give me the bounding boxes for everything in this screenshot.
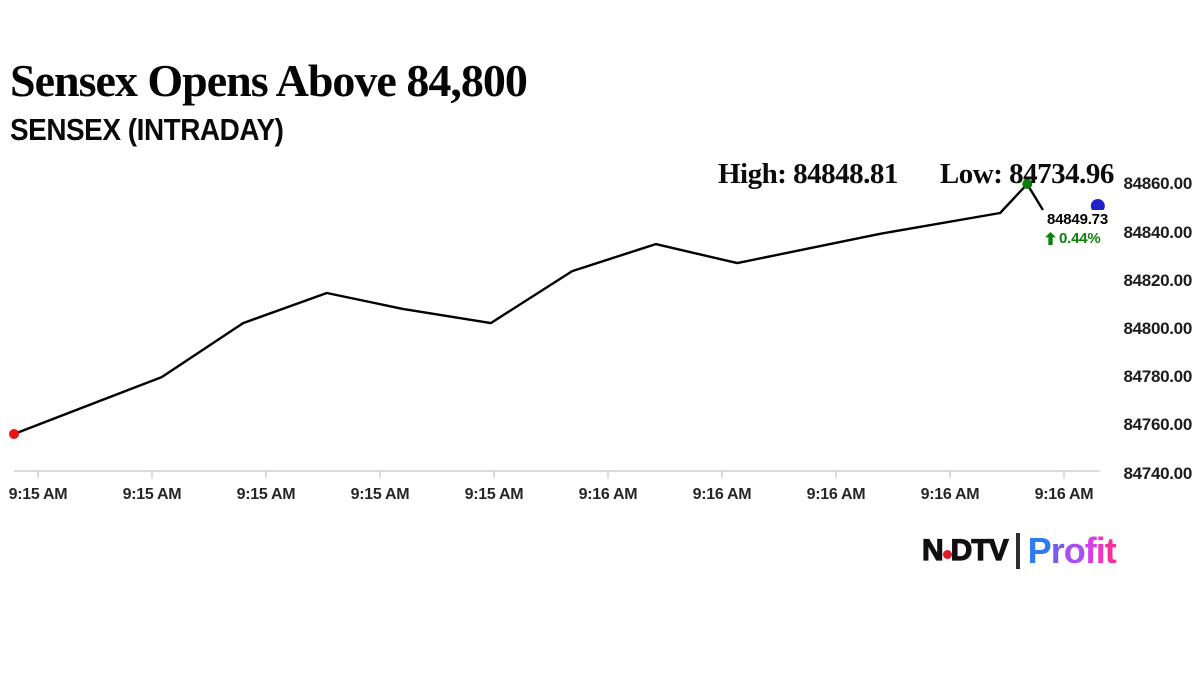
ndtv-red-dot-icon (942, 549, 952, 559)
ndtv-wordmark: N DTV (921, 534, 1009, 567)
high-low-row: High: 84848.81 Low: 84734.96 (718, 158, 1114, 191)
profit-letter: r (1050, 530, 1065, 571)
last-price-value: 84849.73 (1044, 210, 1111, 229)
last-price-callout: 84849.73 0.44% (1044, 210, 1111, 247)
y-tick-label: 84740.00 (1123, 464, 1192, 483)
up-arrow-icon (1045, 232, 1056, 245)
x-tick-label: 9:16 AM (920, 486, 980, 503)
x-tick-label: 9:16 AM (578, 486, 638, 503)
y-tick-label: 84860.00 (1123, 174, 1192, 193)
high-value-label: High: 84848.81 (718, 158, 898, 190)
profit-letter: t (1104, 530, 1117, 571)
high-marker (1022, 179, 1033, 190)
price-change-value: 0.44% (1059, 230, 1101, 247)
x-tick-label: 9:16 AM (692, 486, 752, 503)
ndtv-letter-n: N (921, 534, 944, 567)
profit-letter: o (1063, 530, 1086, 571)
x-tick-label: 9:15 AM (236, 486, 296, 503)
page-title: Sensex Opens Above 84,800 (10, 55, 528, 106)
x-tick-label: 9:15 AM (350, 486, 410, 503)
x-tick-label: 9:16 AM (1034, 486, 1094, 503)
x-tick-label: 9:15 AM (122, 486, 182, 503)
x-tick-label: 9:16 AM (806, 486, 866, 503)
profit-letter: f (1084, 530, 1097, 571)
profit-letter: P (1027, 530, 1052, 571)
price-change-row: 0.44% (1044, 230, 1111, 247)
x-tick-label: 9:15 AM (8, 486, 68, 503)
chart-subtitle: SENSEX (INTRADAY) (10, 112, 284, 147)
y-tick-label: 84820.00 (1123, 271, 1192, 290)
y-tick-label: 84780.00 (1123, 367, 1192, 386)
open-marker (9, 428, 19, 439)
y-tick-label: 84840.00 (1123, 223, 1192, 242)
low-value-label: Low: 84734.96 (939, 158, 1114, 190)
x-tick-label: 9:15 AM (464, 486, 524, 503)
profit-letter: i (1095, 530, 1106, 571)
last-marker (1090, 198, 1105, 213)
ndtv-letters-dtv: DTV (950, 534, 1009, 567)
logo-divider (1015, 533, 1020, 569)
price-line (12, 182, 1044, 436)
y-tick-label: 84800.00 (1123, 319, 1192, 338)
y-tick-label: 84760.00 (1123, 415, 1192, 434)
